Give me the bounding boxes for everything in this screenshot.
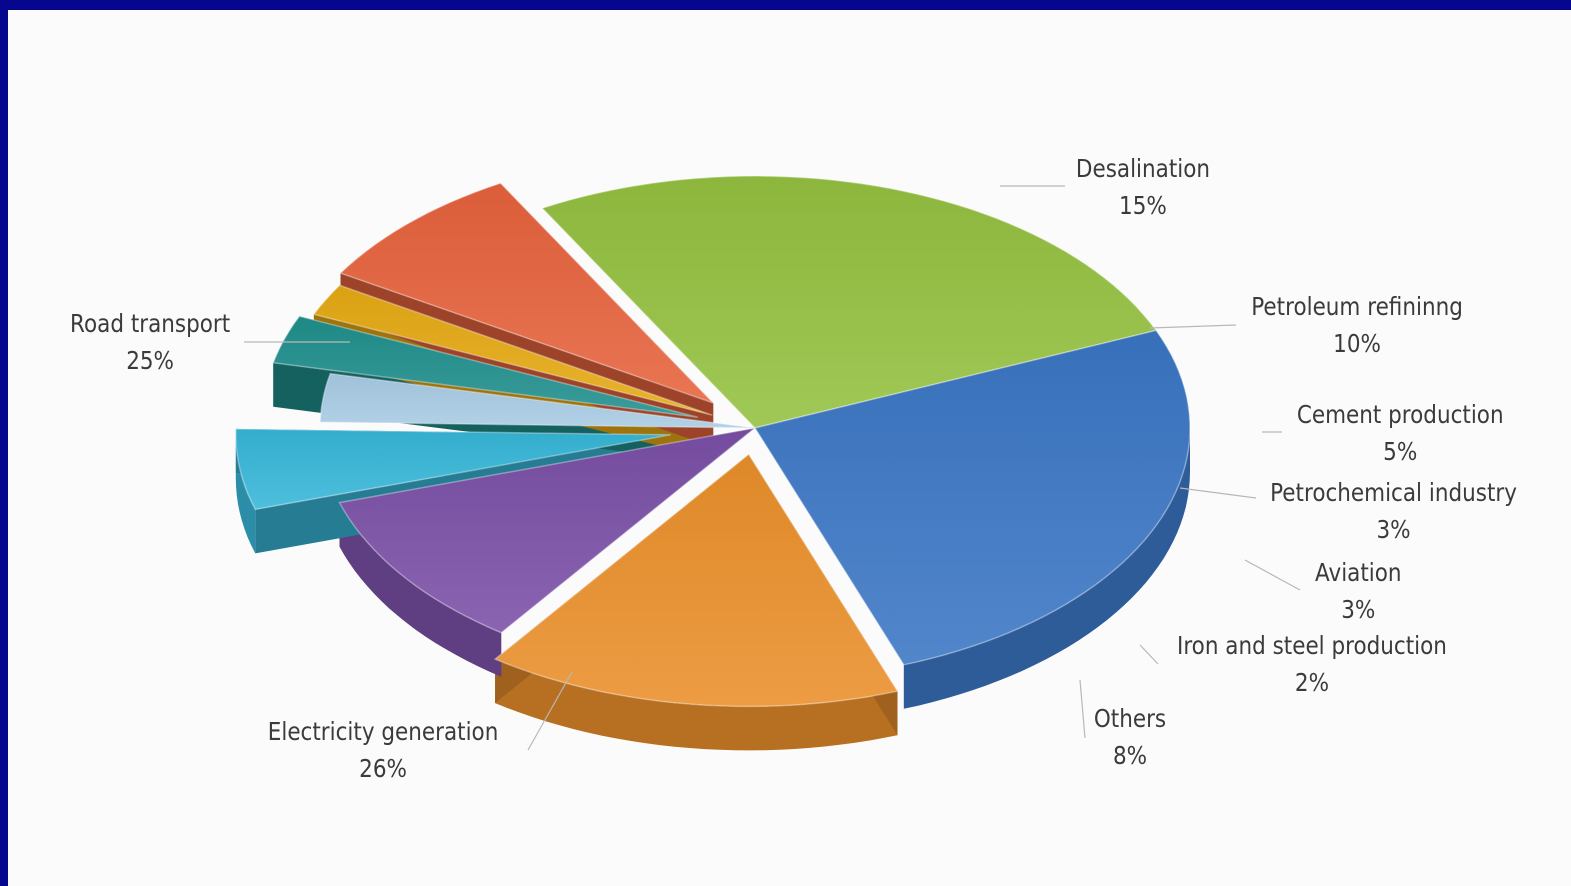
slice-petrochemical-industry [319, 372, 756, 429]
slice-iron-and-steel-production [312, 284, 713, 416]
label-value: 8% [1112, 741, 1148, 770]
slice-petroleum-refininng [338, 427, 756, 634]
label-value: 10% [1333, 329, 1381, 358]
label-name: Others [1093, 704, 1167, 733]
label-petroleum-refininng: Petroleum refininng 10% [1251, 288, 1463, 362]
slice-wall-cement-production [235, 434, 256, 554]
label-value: 2% [1294, 668, 1330, 697]
label-electricity-generation: Electricity generation 26% [268, 713, 499, 787]
slice-road-transport [753, 329, 1191, 666]
label-value: 15% [1119, 191, 1167, 220]
label-value: 3% [1340, 595, 1375, 624]
slice-electricity-generation [540, 175, 1158, 429]
label-name: Petroleum refininng [1251, 292, 1463, 321]
label-name: Electricity generation [267, 717, 499, 746]
slice-others [339, 182, 714, 404]
label-value: 26% [359, 754, 407, 783]
slice-wall-desalination [495, 659, 898, 751]
label-petrochemical-industry: Petrochemical industry 3% [1270, 474, 1517, 548]
label-others: Others 8% [1094, 700, 1166, 774]
label-name: Iron and steel production [1176, 631, 1447, 660]
slice-desalination [493, 453, 899, 708]
label-name: Road transport [70, 309, 231, 338]
pie-slices [235, 175, 1191, 708]
label-iron-and-steel-production: Iron and steel production 2% [1177, 627, 1447, 701]
label-desalination: Desalination 15% [1076, 150, 1210, 224]
label-name: Aviation [1314, 558, 1402, 587]
label-road-transport: Road transport 25% [70, 305, 230, 379]
slice-wall-petroleum-refininng [339, 502, 502, 677]
leader-line-aviation [1244, 559, 1301, 591]
label-name: Petrochemical industry [1269, 478, 1517, 507]
label-value: 3% [1375, 515, 1411, 544]
label-value: 25% [126, 346, 175, 375]
leader-line-electricity-generation [527, 671, 573, 751]
leader-line-petrochemical-industry [1179, 487, 1257, 499]
label-cement-production: Cement production 5% [1297, 396, 1504, 470]
slice-aviation [272, 315, 699, 418]
label-name: Cement production [1296, 400, 1504, 429]
slice-cement-production [235, 428, 671, 511]
leader-lines [244, 185, 1301, 751]
leader-line-others [1079, 679, 1086, 739]
leader-line-petroleum-refininng [1149, 324, 1237, 329]
label-name: Desalination [1075, 154, 1211, 183]
slice-wall-road-transport [903, 428, 1190, 709]
label-value: 5% [1383, 437, 1418, 466]
label-aviation: Aviation 3% [1315, 554, 1402, 628]
leader-line-iron-and-steel-production [1139, 644, 1159, 665]
